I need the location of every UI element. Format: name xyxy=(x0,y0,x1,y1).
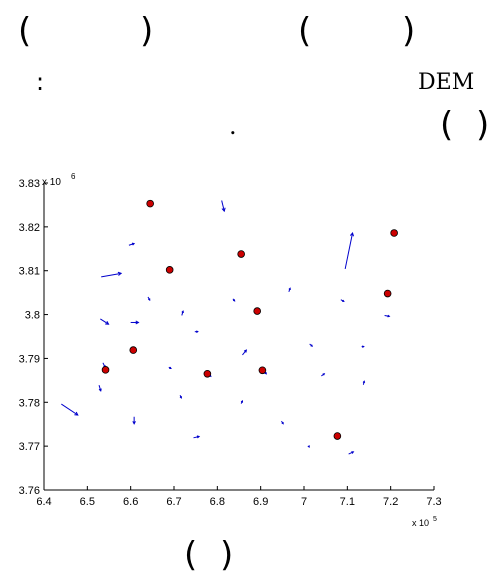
displacement-arrow xyxy=(281,420,284,425)
row1-right-open-paren: ( xyxy=(298,11,312,51)
displacement-arrow xyxy=(193,435,201,439)
displacement-arrow xyxy=(240,400,244,404)
data-point xyxy=(258,366,267,375)
displacement-arrow xyxy=(362,380,366,385)
x-tick-label: 7.2 xyxy=(383,496,398,508)
data-point xyxy=(390,229,398,237)
row2-dem-label: DEM xyxy=(418,70,475,95)
x-tick-label: 6.6 xyxy=(123,496,138,508)
row3-period: . xyxy=(229,112,237,140)
scatter-chart: 6.4 6.5 6.6 6.7 6.8 6.9 7 7.1 7.2 7.3 3.763.773.7… xyxy=(19,172,442,528)
data-point xyxy=(203,369,212,378)
caption-open-paren: ( xyxy=(184,535,198,575)
y-exponent-label: x 10 6 xyxy=(42,172,76,188)
x-tick-label: 6.9 xyxy=(253,496,268,508)
vector-arrows xyxy=(61,200,391,455)
displacement-arrow xyxy=(221,200,226,213)
x-tick-label: 6.7 xyxy=(166,496,181,508)
y-tick-label: 3.77 xyxy=(19,441,40,453)
x-tick-label: 7 xyxy=(301,496,307,508)
displacement-arrow xyxy=(309,343,314,347)
x-exponent: 5 xyxy=(433,516,437,523)
y-ticks: 3.76 3.77 3.78 3.79 3.8 3.81 3.82 3.83 xyxy=(19,178,48,497)
x-tick-label: 7.3 xyxy=(426,496,441,508)
y-tick-label: 3.78 xyxy=(19,397,40,409)
displacement-arrow xyxy=(132,416,136,425)
row3-close-paren: ) xyxy=(476,105,490,145)
x-tick-label: 7.1 xyxy=(340,496,355,508)
displacement-arrow xyxy=(321,373,326,377)
displacement-arrow xyxy=(181,310,184,316)
y-tick-label: 3.8 xyxy=(25,310,40,322)
displacement-arrow xyxy=(361,345,365,348)
data-point xyxy=(383,289,392,298)
chart-axes xyxy=(43,183,434,491)
displacement-arrow xyxy=(61,403,79,416)
displacement-arrow xyxy=(242,349,248,356)
data-point xyxy=(101,366,110,374)
data-point xyxy=(253,307,262,315)
displacement-arrow xyxy=(101,271,123,278)
row2-colon: : xyxy=(36,68,45,96)
displacement-arrow xyxy=(130,320,140,325)
displacement-arrow xyxy=(98,385,102,392)
y-tick-label: 3.82 xyxy=(19,222,40,234)
displacement-arrow xyxy=(348,451,355,455)
data-point xyxy=(146,199,154,208)
displacement-arrow xyxy=(128,242,136,246)
displacement-arrow xyxy=(232,298,236,302)
y-multiplier: x 10 xyxy=(42,177,61,188)
displacement-arrow xyxy=(168,366,172,370)
row1-right-close-paren: ) xyxy=(402,11,416,51)
x-tick-label: 6.4 xyxy=(36,496,51,508)
y-tick-label: 3.76 xyxy=(19,485,40,497)
displacement-arrow xyxy=(384,314,391,318)
x-exponent-label: x 10 5 xyxy=(412,516,437,528)
displacement-arrow xyxy=(307,445,310,448)
row1-left-close-paren: ) xyxy=(140,11,154,51)
displacement-arrow xyxy=(179,395,182,399)
row3-open-paren: ( xyxy=(440,105,454,145)
y-tick-label: 3.83 xyxy=(19,178,40,190)
x-ticks: 6.4 6.5 6.6 6.7 6.8 6.9 7 7.1 7.2 7.3 xyxy=(36,486,442,508)
displacement-arrow xyxy=(147,296,151,302)
displacement-arrow xyxy=(100,318,110,325)
caption-close-paren: ) xyxy=(220,535,234,575)
x-multiplier: x 10 xyxy=(412,518,429,528)
data-point xyxy=(165,266,174,274)
displacement-arrow xyxy=(344,231,355,270)
data-points xyxy=(101,199,398,440)
row1-left-open-paren: ( xyxy=(18,11,32,51)
data-point xyxy=(237,250,245,258)
data-point xyxy=(129,346,138,354)
x-tick-label: 6.5 xyxy=(80,496,95,508)
x-tick-label: 6.8 xyxy=(210,496,225,508)
data-point xyxy=(333,432,342,440)
y-exponent: 6 xyxy=(71,172,76,181)
y-tick-label: 3.81 xyxy=(19,266,40,278)
y-tick-label: 3.79 xyxy=(19,353,40,365)
displacement-arrow xyxy=(194,330,199,333)
displacement-arrow xyxy=(340,299,345,302)
displacement-arrow xyxy=(288,287,291,292)
